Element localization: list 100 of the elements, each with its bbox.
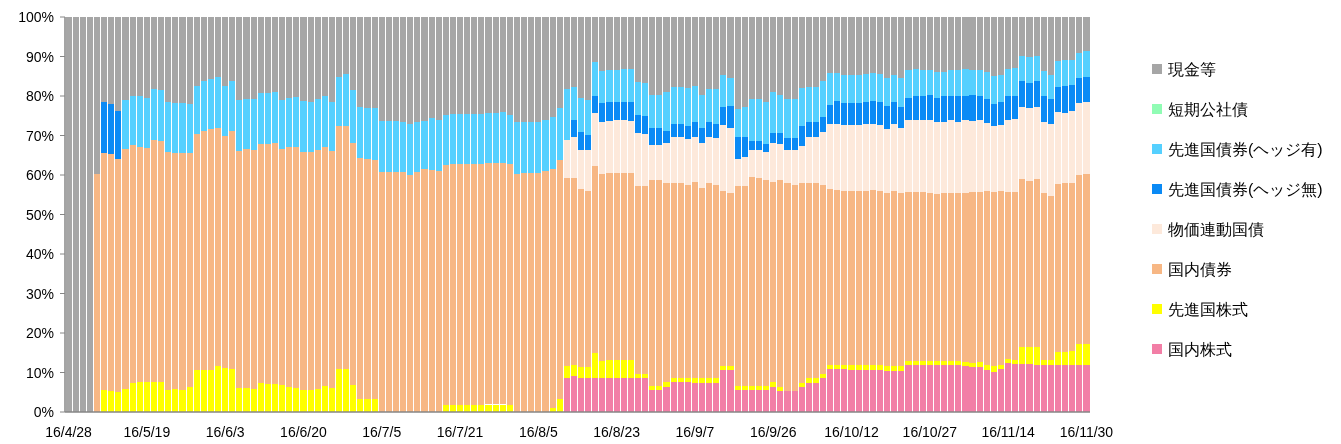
bar [841,369,848,412]
y-tick-label: 100% [18,9,54,25]
bar [834,365,841,370]
bar [1019,107,1026,179]
bar [955,192,962,362]
bar [321,146,328,387]
bar [613,69,620,102]
bar [1033,55,1040,82]
bar [784,138,791,150]
bar [891,370,898,412]
bar [812,382,820,412]
bar [364,108,371,160]
bar [976,69,983,96]
bar [578,188,585,367]
bar [663,182,670,382]
bar [286,97,293,148]
bar [656,180,663,386]
y-tick-label: 10% [25,364,54,381]
bar [919,17,926,70]
bar [649,390,656,412]
bar [449,164,456,405]
bar [620,378,627,412]
bar [812,17,820,88]
bar [400,17,407,122]
bar [627,378,634,412]
bar [101,153,108,391]
bar [691,182,699,379]
bar [734,136,741,160]
bar [378,172,385,412]
bar [222,85,229,136]
bar [827,369,834,412]
bar [884,365,891,371]
bar [129,17,136,96]
bar [392,17,400,121]
bar [471,113,478,165]
bar [642,115,649,135]
bar [969,69,976,95]
bar [150,88,158,140]
bar [770,181,777,382]
bar [143,97,150,149]
bar [101,390,108,412]
bar [798,17,805,89]
bar [862,124,869,191]
bar [997,74,1005,102]
bar [599,378,606,412]
bar [613,173,620,361]
bar [748,99,755,142]
bar [606,173,613,361]
bar [663,130,670,143]
bar [905,191,912,362]
bar [229,81,236,131]
bar [941,121,948,194]
bar [634,133,642,186]
bar [428,17,435,119]
bar [293,387,300,412]
bar [1076,17,1083,53]
bar [1012,119,1019,192]
bar [1083,343,1090,365]
bar [862,73,869,103]
bar [200,369,207,412]
bar [755,141,763,150]
bar [869,73,876,101]
bar [713,124,720,139]
bar [755,149,763,178]
bar [855,103,862,125]
bar [727,193,734,366]
bar [812,87,820,123]
bar [1047,17,1054,75]
bar [535,173,542,412]
bar [207,369,214,412]
bar [706,378,713,383]
bar [734,108,741,137]
bar [827,188,834,365]
bar [820,378,827,412]
bar [578,17,585,98]
bar [585,99,592,135]
bar [620,17,627,70]
bar [158,141,165,382]
bar [421,169,428,412]
bar [542,171,549,412]
bar [677,124,684,138]
bar [812,136,820,184]
bar [1069,85,1076,112]
bar [143,17,150,98]
bar [286,387,293,412]
bar [1076,175,1083,344]
bar [763,101,770,144]
bar [656,94,663,128]
bar [677,381,684,412]
bar [649,94,656,128]
bar [186,153,193,388]
bar [214,128,222,367]
bar [229,369,236,412]
bar [997,191,1005,366]
bar [933,361,941,366]
x-tick-label: 16/7/5 [362,424,402,440]
bar [528,173,535,412]
bar [535,122,542,174]
bar [862,102,869,125]
bar [343,368,350,412]
